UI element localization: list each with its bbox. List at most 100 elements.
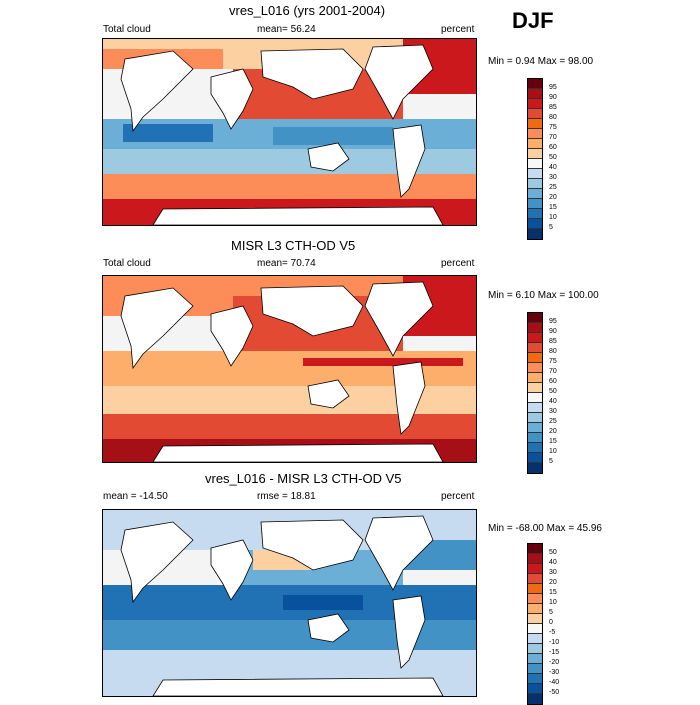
colorbar-segment bbox=[528, 694, 542, 704]
colorbar-tick-label: 50 bbox=[549, 154, 557, 161]
mean-label: mean= 56.24 bbox=[257, 24, 316, 35]
min-max-label: Min = -68.00 Max = 45.96 bbox=[488, 523, 602, 534]
colorbar-tick-label: 85 bbox=[549, 338, 557, 345]
colorbar-segment bbox=[528, 544, 542, 554]
difference-field bbox=[103, 510, 476, 696]
colorbar bbox=[527, 312, 543, 474]
colorbar-segment bbox=[528, 343, 542, 353]
colorbar-tick-label: 10 bbox=[549, 214, 557, 221]
colorbar-tick-label: -20 bbox=[549, 659, 560, 666]
colorbar-segment bbox=[528, 624, 542, 634]
colorbar-tick-label: 85 bbox=[549, 104, 557, 111]
rmse-label: rmse = 18.81 bbox=[257, 491, 316, 502]
colorbar-segment bbox=[528, 109, 542, 119]
colorbar-segment bbox=[528, 594, 542, 604]
colorbar-tick-label: 75 bbox=[549, 124, 557, 131]
colorbar-tick-label: -30 bbox=[549, 669, 560, 676]
colorbar-segment bbox=[528, 413, 542, 423]
colorbar-tick-label: 30 bbox=[549, 174, 557, 181]
colorbar-segment bbox=[528, 209, 542, 219]
units-label: percent bbox=[441, 491, 475, 502]
colorbar-segment bbox=[528, 453, 542, 463]
cloud-field-model bbox=[103, 39, 476, 225]
colorbar-tick-label: 20 bbox=[549, 428, 557, 435]
map-diff bbox=[102, 509, 477, 697]
colorbar-tick-label: 15 bbox=[549, 438, 557, 445]
units-label: percent bbox=[441, 24, 475, 35]
panel-title: MISR L3 CTH-OD V5 bbox=[231, 238, 356, 253]
colorbar-segment bbox=[528, 674, 542, 684]
colorbar-tick-label: 20 bbox=[549, 579, 557, 586]
colorbar-tick-label: 70 bbox=[549, 368, 557, 375]
colorbar-segment bbox=[528, 179, 542, 189]
panel-title: vres_L016 (yrs 2001-2004) bbox=[229, 3, 386, 18]
colorbar-segment bbox=[528, 313, 542, 323]
continents bbox=[120, 281, 444, 462]
colorbar-tick-label: -15 bbox=[549, 649, 560, 656]
colorbar-segment bbox=[528, 664, 542, 674]
colorbar-tick-label: 10 bbox=[549, 599, 557, 606]
colorbar-ticks: 50 40 30 20 15 10 5 0 -5 -10 -15 -20 -30 -40 -50 bbox=[549, 548, 559, 698]
min-max-label: Min = 6.10 Max = 100.00 bbox=[488, 290, 599, 301]
map-obs bbox=[102, 275, 477, 463]
min-max-label: Min = 0.94 Max = 98.00 bbox=[488, 56, 594, 67]
colorbar-tick-label: 80 bbox=[549, 348, 557, 355]
colorbar-tick-label: 5 bbox=[549, 224, 553, 231]
colorbar-segment bbox=[528, 139, 542, 149]
colorbar-tick-label: 50 bbox=[549, 388, 557, 395]
colorbar-ticks: 95 90 85 80 75 70 60 50 40 30 25 20 15 10 5 bbox=[549, 317, 557, 467]
continents bbox=[120, 44, 444, 225]
colorbar-segment bbox=[528, 159, 542, 169]
colorbar-tick-label: 40 bbox=[549, 398, 557, 405]
colorbar-tick-label: 40 bbox=[549, 164, 557, 171]
colorbar bbox=[527, 78, 543, 240]
colorbar-segment bbox=[528, 169, 542, 179]
colorbar-tick-label: 10 bbox=[549, 448, 557, 455]
colorbar-segment bbox=[528, 614, 542, 624]
colorbar-tick-label: -5 bbox=[549, 629, 556, 636]
colorbar-tick-label: 90 bbox=[549, 328, 557, 335]
colorbar-segment bbox=[528, 644, 542, 654]
colorbar-segment bbox=[528, 219, 542, 229]
colorbar-segment bbox=[528, 463, 542, 473]
colorbar-tick-label: 15 bbox=[549, 589, 557, 596]
colorbar-segment bbox=[528, 363, 542, 373]
units-label: percent bbox=[441, 258, 475, 269]
colorbar-segment bbox=[528, 353, 542, 363]
colorbar-segment bbox=[528, 129, 542, 139]
colorbar-tick-label: -50 bbox=[549, 689, 560, 696]
map-model bbox=[102, 38, 477, 226]
colorbar-tick-label: 70 bbox=[549, 134, 557, 141]
colorbar-tick-label: 90 bbox=[549, 94, 557, 101]
colorbar-segment bbox=[528, 373, 542, 383]
colorbar-segment bbox=[528, 79, 542, 89]
colorbar-tick-label: 80 bbox=[549, 114, 557, 121]
colorbar-segment bbox=[528, 554, 542, 564]
colorbar-segment bbox=[528, 433, 542, 443]
colorbar-segment bbox=[528, 333, 542, 343]
mean-label: mean= 70.74 bbox=[257, 258, 316, 269]
colorbar-tick-label: 25 bbox=[549, 184, 557, 191]
colorbar-segment bbox=[528, 574, 542, 584]
colorbar-tick-label: 30 bbox=[549, 408, 557, 415]
colorbar-segment bbox=[528, 393, 542, 403]
cloud-field-obs bbox=[103, 276, 476, 462]
colorbar-segment bbox=[528, 99, 542, 109]
colorbar-tick-label: 30 bbox=[549, 569, 557, 576]
colorbar-segment bbox=[528, 323, 542, 333]
colorbar-segment bbox=[528, 403, 542, 413]
colorbar-segment bbox=[528, 149, 542, 159]
colorbar-tick-label: 40 bbox=[549, 559, 557, 566]
colorbar-tick-label: 75 bbox=[549, 358, 557, 365]
colorbar-segment bbox=[528, 229, 542, 239]
colorbar-tick-label: 25 bbox=[549, 418, 557, 425]
colorbar-tick-label: 50 bbox=[549, 549, 557, 556]
mean-label: mean = -14.50 bbox=[103, 491, 168, 502]
left-label: Total cloud bbox=[103, 258, 151, 269]
colorbar-tick-label: -10 bbox=[549, 639, 560, 646]
colorbar-segment bbox=[528, 564, 542, 574]
colorbar bbox=[527, 543, 543, 705]
colorbar-tick-label: 5 bbox=[549, 458, 553, 465]
colorbar-tick-label: 5 bbox=[549, 609, 553, 616]
colorbar-tick-label: 20 bbox=[549, 194, 557, 201]
